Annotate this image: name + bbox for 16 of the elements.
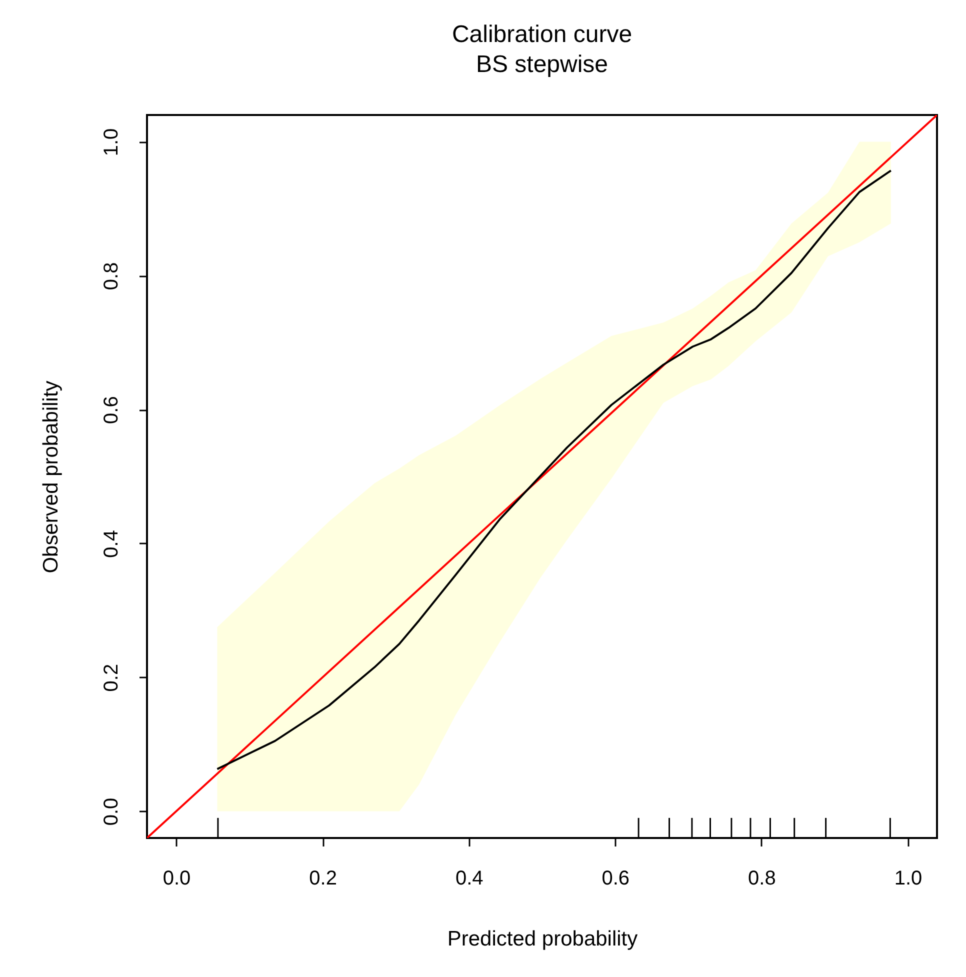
y-tick-label: 0.4	[100, 530, 122, 558]
x-tick-label: 0.8	[748, 868, 776, 890]
y-tick-label: 0.8	[100, 262, 122, 290]
y-tick-label: 0.6	[100, 396, 122, 424]
x-tick-label: 0.4	[455, 868, 484, 890]
y-tick-label: 1.0	[100, 128, 122, 156]
y-tick-label: 0.0	[100, 798, 122, 826]
x-tick-label: 1.0	[894, 868, 922, 890]
x-tick-label: 0.0	[162, 868, 191, 890]
y-axis-title: Observed probability	[40, 380, 62, 574]
chart-subtitle: BS stepwise	[476, 51, 608, 78]
x-axis-title: Predicted probability	[447, 928, 638, 950]
x-tick-label: 0.2	[309, 868, 337, 890]
x-tick-label: 0.6	[602, 868, 630, 890]
chart-title: Calibration curve	[452, 21, 632, 48]
y-tick-label: 0.2	[100, 664, 122, 692]
